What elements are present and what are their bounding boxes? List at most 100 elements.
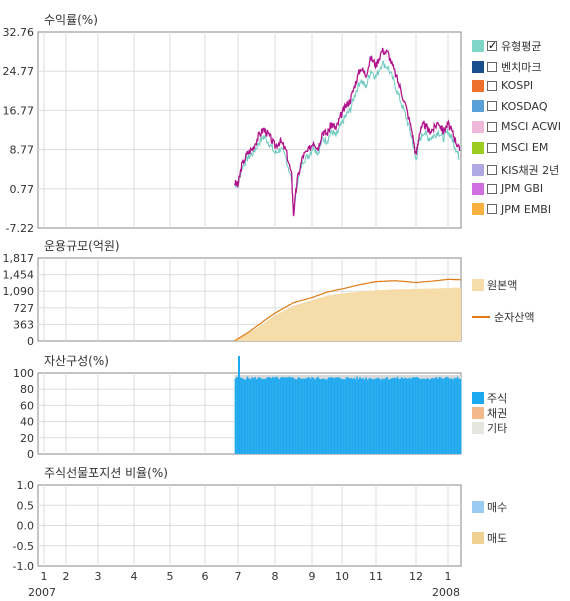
legend-checkbox[interactable]: [487, 142, 497, 153]
stock-bar: [392, 378, 394, 454]
legend-item[interactable]: JPM EMBI: [472, 203, 551, 216]
stock-bar: [321, 378, 324, 454]
legend-item: 매수: [472, 499, 507, 515]
stock-bar: [395, 378, 397, 454]
stock-bar: [255, 379, 258, 454]
x-tick-label: 11: [369, 570, 383, 583]
stock-bar: [267, 376, 270, 454]
stock-bar: [384, 378, 387, 454]
stock-bar: [371, 378, 373, 454]
stock-bar: [437, 378, 439, 454]
legend-item[interactable]: MSCI ACWI: [472, 120, 561, 133]
legend-swatch: [472, 422, 484, 434]
stock-bar: [431, 378, 433, 454]
legend-checkbox[interactable]: [487, 80, 497, 91]
legend-item[interactable]: KOSPI: [472, 79, 533, 92]
stock-bar: [390, 378, 393, 454]
x-year-label-start: 2007: [28, 586, 56, 599]
legend-item: 주식: [472, 390, 507, 406]
legend-checkbox[interactable]: [487, 121, 497, 132]
legend-checkbox[interactable]: [487, 101, 497, 112]
stock-bar: [407, 378, 409, 454]
stock-bar: [251, 377, 253, 454]
legend-label: JPM GBI: [501, 182, 544, 196]
stock-bar: [354, 379, 357, 454]
legend-swatch: [472, 141, 484, 154]
stock-bar: [258, 377, 261, 454]
stock-bar: [279, 377, 282, 454]
y-tick-label: 100: [13, 367, 34, 380]
legend-item[interactable]: KIS채권 2년: [472, 162, 559, 178]
legend-label: 기타: [487, 422, 508, 435]
stock-bars: [234, 376, 462, 454]
x-tick-label: 2: [63, 570, 70, 583]
stock-bar: [293, 378, 295, 454]
stock-bar: [266, 377, 268, 454]
legend-item[interactable]: 유형평균: [472, 38, 541, 54]
stock-bar: [396, 376, 399, 454]
legend-label: KIS채권 2년: [501, 163, 560, 177]
stock-bar: [263, 378, 265, 454]
y-tick-label: 24.77: [3, 65, 35, 78]
plot-frame-0: [37, 31, 462, 229]
stock-bar: [314, 379, 316, 454]
y-tick-label: 0.5: [17, 499, 35, 512]
y-tick-label: -0.5: [13, 540, 34, 553]
stock-bar: [450, 378, 453, 454]
legend-line-swatch: [472, 316, 490, 318]
legend-item[interactable]: JPM GBI: [472, 182, 543, 195]
legend-item[interactable]: MSCI EM: [472, 141, 548, 154]
legend-item[interactable]: 벤치마크: [472, 59, 541, 75]
x-tick-label: 6: [202, 570, 209, 583]
stock-bar: [248, 378, 250, 454]
stock-bar: [428, 379, 430, 454]
stock-bar: [303, 378, 306, 454]
x-year-label-end: 2008: [432, 586, 460, 599]
stock-bar: [429, 379, 432, 454]
stock-bar: [443, 378, 445, 454]
x-tick-label: 4: [131, 570, 138, 583]
x-tick-label: 1: [445, 570, 452, 583]
stock-bar: [308, 377, 310, 454]
stock-bar: [447, 377, 450, 454]
legend-label: 채권: [487, 407, 508, 420]
legend-item: 매도: [472, 530, 507, 546]
y-tick-label: 0.77: [10, 183, 35, 196]
y-tick-label: 16.77: [3, 104, 35, 117]
legend-checkbox[interactable]: [487, 61, 497, 72]
stock-bar: [372, 379, 375, 454]
stock-bar: [332, 377, 334, 454]
legend-item: 기타: [472, 420, 507, 436]
stock-bar: [324, 379, 327, 454]
legend-label: 벤치마크: [501, 60, 542, 74]
legend-checkbox[interactable]: [487, 204, 497, 215]
stock-bar: [284, 377, 286, 454]
stock-bar: [353, 377, 355, 454]
legend-checkbox[interactable]: [487, 183, 497, 194]
benchmark-series-line: [234, 60, 460, 213]
stock-bar: [363, 379, 366, 454]
stock-bar: [254, 377, 256, 454]
panel-title: 자산구성(%): [44, 354, 109, 368]
legend-checkbox[interactable]: [487, 39, 497, 52]
panel-title: 수익률(%): [44, 13, 98, 27]
stock-bar: [336, 377, 339, 454]
stock-bar: [264, 379, 267, 454]
y-tick-label: 1,817: [3, 252, 35, 265]
stock-bar: [362, 378, 364, 454]
legend-item[interactable]: KOSDAQ: [472, 100, 548, 113]
legend-swatch: [472, 279, 484, 291]
stock-bar: [306, 377, 309, 454]
stock-bar: [278, 379, 280, 454]
legend-checkbox[interactable]: [487, 164, 497, 175]
stock-bar: [317, 376, 319, 454]
stock-bar: [399, 378, 402, 454]
stock-bar: [438, 376, 441, 454]
stock-bar: [405, 378, 408, 454]
y-tick-label: 0: [27, 335, 34, 348]
stock-bar: [335, 377, 337, 454]
y-tick-label: 20: [20, 432, 34, 445]
stock-bar: [423, 378, 426, 454]
y-tick-label: 1,090: [3, 285, 35, 298]
